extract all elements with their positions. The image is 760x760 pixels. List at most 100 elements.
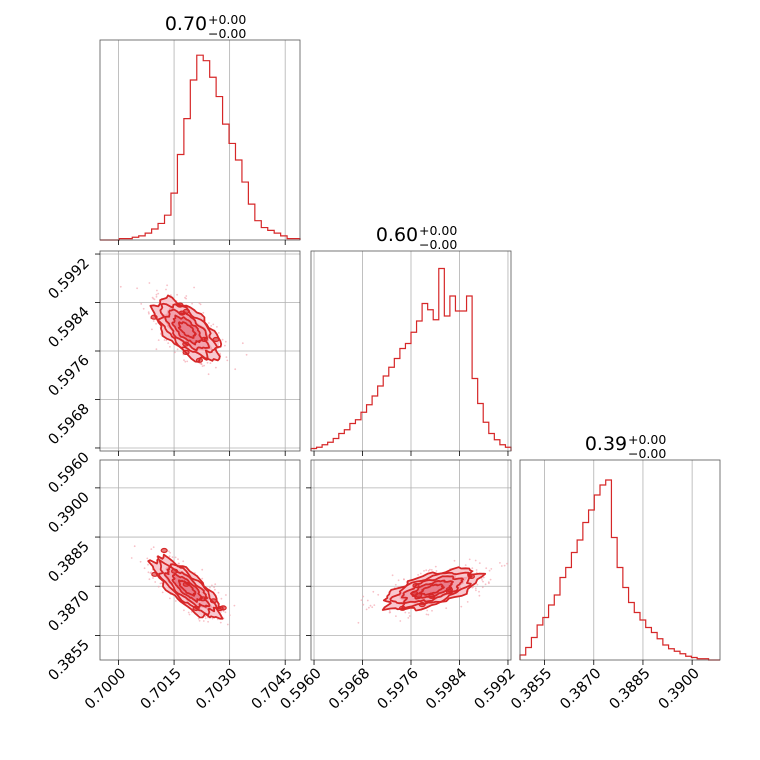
sample-point [216, 326, 218, 328]
sample-point [403, 578, 405, 581]
density-island [216, 605, 224, 612]
sample-point [466, 601, 469, 603]
density-contour [381, 566, 487, 612]
y-tick-label: 0.5960 [46, 449, 93, 496]
sample-point [184, 360, 187, 363]
sample-point [404, 611, 407, 614]
sample-point [148, 312, 150, 315]
sample-point [156, 289, 158, 292]
sample-point [119, 285, 122, 288]
sample-point [431, 609, 433, 612]
sample-point [368, 606, 370, 609]
density-island [182, 308, 190, 314]
sample-point [362, 595, 365, 598]
sample-point [434, 565, 437, 568]
sample-point [426, 609, 429, 612]
density-contour [177, 321, 197, 339]
sample-point [147, 563, 149, 566]
sample-point [209, 362, 212, 364]
sample-point [222, 610, 225, 613]
sample-point [140, 303, 143, 305]
sample-point [147, 311, 150, 314]
sample-point [482, 580, 484, 583]
sample-point [155, 348, 158, 351]
sample-point [464, 564, 467, 566]
x-tick-label: 0.3900 [656, 666, 703, 713]
sample-point [228, 614, 231, 617]
density-island [171, 568, 179, 574]
sample-point [167, 342, 170, 344]
sample-point [185, 295, 188, 297]
sample-point [234, 368, 237, 371]
sample-point [201, 568, 204, 571]
title-upper-error: +0.00 [208, 12, 246, 27]
x-tick-label: 0.7000 [82, 666, 129, 713]
density-contour [158, 559, 218, 616]
sample-point [488, 569, 491, 572]
sample-point [163, 339, 166, 341]
sample-point [475, 589, 477, 592]
panel-frame [99, 459, 301, 661]
sample-point [219, 352, 221, 355]
param-title-2: 0.60 [376, 224, 418, 246]
x-tick-label: 0.3870 [557, 666, 604, 713]
sample-point [168, 550, 170, 553]
sample-point [357, 621, 360, 624]
sample-point [425, 613, 428, 616]
sample-point [419, 572, 422, 575]
sample-point [147, 571, 150, 574]
sample-point [211, 617, 214, 620]
sample-point [484, 583, 487, 586]
sample-point [152, 577, 154, 579]
sample-point [154, 581, 157, 583]
panel-background [520, 460, 720, 660]
y-tick-label: 0.5968 [46, 401, 93, 448]
x-tick-label: 0.5968 [326, 666, 373, 713]
sample-point [197, 617, 200, 620]
sample-point [399, 620, 402, 622]
sample-point [207, 620, 210, 623]
sample-point [481, 579, 483, 581]
density-island [209, 598, 218, 604]
sample-point [471, 586, 474, 589]
density-contour [149, 294, 223, 363]
density-island [151, 571, 159, 577]
sample-point [155, 295, 158, 298]
sample-point [503, 564, 506, 567]
sample-point [395, 615, 397, 617]
panel-frame [519, 459, 721, 661]
sample-point [226, 623, 229, 626]
sample-point [366, 599, 369, 602]
sample-point [500, 565, 503, 567]
sample-point [183, 359, 185, 362]
density-island [199, 596, 207, 602]
sample-point [217, 332, 220, 334]
sample-point [150, 571, 153, 574]
density-island [418, 601, 426, 608]
sample-point [142, 307, 145, 310]
sample-point [485, 567, 488, 570]
sample-point [207, 373, 210, 376]
sample-point [360, 599, 363, 601]
sample-point [423, 570, 425, 572]
density-island [150, 314, 158, 320]
sample-point [176, 293, 179, 296]
sample-point [506, 562, 508, 565]
y-tick-label: 0.3885 [46, 539, 93, 586]
sample-point [157, 339, 160, 341]
sample-point [220, 611, 222, 613]
sample-point [475, 569, 478, 571]
sample-point [225, 356, 228, 358]
sample-point [478, 590, 480, 593]
sample-point [245, 353, 248, 356]
density-island [192, 605, 200, 612]
sample-point [157, 585, 160, 588]
sample-point [202, 311, 205, 314]
panel-frame [99, 39, 301, 241]
sample-point [143, 567, 146, 570]
sample-point [201, 577, 204, 580]
x-tick-label: 0.3885 [607, 666, 654, 713]
sample-point [388, 611, 391, 614]
sample-point [203, 364, 206, 367]
y-tick-label: 0.5992 [46, 256, 93, 303]
